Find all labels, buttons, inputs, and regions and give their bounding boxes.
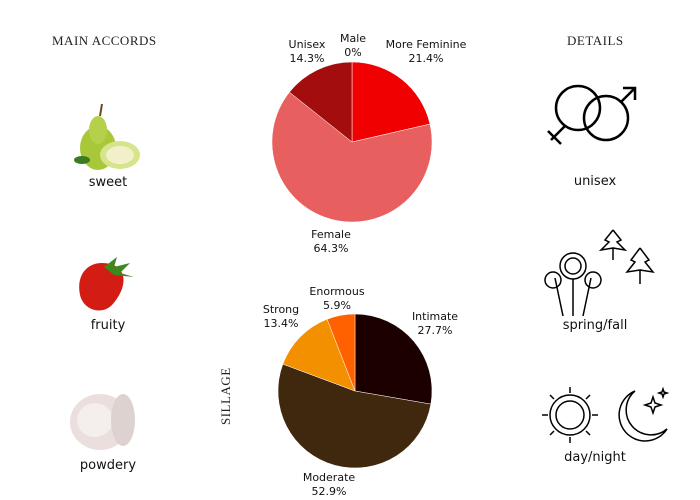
pie-slice-strong xyxy=(282,318,356,392)
pie-slice-female xyxy=(271,91,433,223)
pie-slice-more-feminine xyxy=(351,61,431,143)
powder-image xyxy=(70,394,135,450)
pie-slice-moderate xyxy=(277,363,432,469)
accord-label-powdery: powdery xyxy=(79,458,137,473)
pear-image xyxy=(74,103,140,170)
accord-label-fruity: fruity xyxy=(90,318,126,333)
pie-label-strong: Strong 13.4% xyxy=(262,303,300,330)
sun-moon-icon xyxy=(542,386,670,443)
pie-label-intimate: Intimate 27.7% xyxy=(411,310,459,337)
pie-label-male: Male 0% xyxy=(339,32,367,59)
flowers-leaves-icon xyxy=(544,229,655,317)
main-accords-title: MAIN ACCORDS xyxy=(52,33,157,48)
pie-label-female: Female 64.3% xyxy=(311,228,351,255)
pie-label-unisex: Unisex 14.3% xyxy=(288,38,326,65)
pie-label-more-feminine: More Feminine 21.4% xyxy=(385,38,467,65)
detail-label-day-night: day/night xyxy=(564,450,626,465)
pie-slice-unisex xyxy=(289,61,353,143)
pie-slice-intimate xyxy=(354,313,433,405)
pie-slice-enormous xyxy=(326,313,356,392)
detail-label-spring-fall: spring/fall xyxy=(562,318,628,333)
strawberry-image xyxy=(79,257,134,311)
pie-label-enormous: Enormous 5.9% xyxy=(309,285,365,312)
detail-label-unisex: unisex xyxy=(573,174,617,189)
gender-symbols-icon xyxy=(547,84,637,145)
pie-label-moderate: Moderate 52.9% xyxy=(302,471,356,498)
accord-label-sweet: sweet xyxy=(88,175,128,190)
details-title: DETAILS xyxy=(567,33,624,48)
